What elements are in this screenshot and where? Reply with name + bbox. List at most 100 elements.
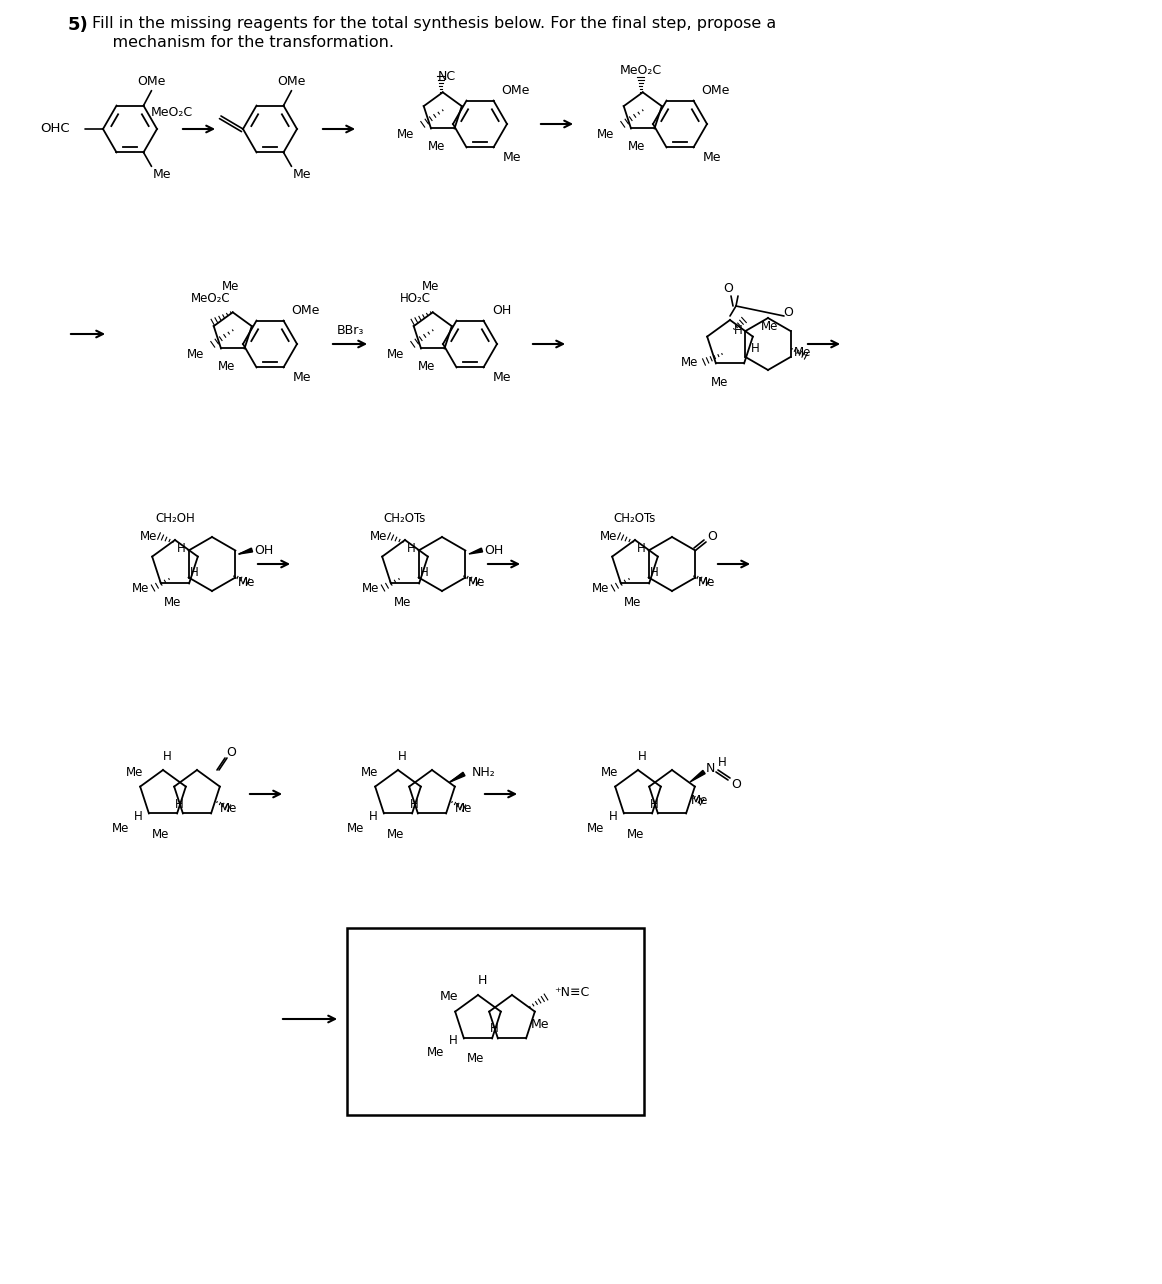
Text: O: O [723,281,733,294]
Text: Me: Me [493,371,511,384]
FancyBboxPatch shape [347,928,644,1115]
Text: Me: Me [397,128,415,141]
Text: CH₂OH: CH₂OH [155,511,195,524]
Text: O: O [783,306,792,318]
Text: OH: OH [492,304,511,317]
Text: Me: Me [426,1046,444,1059]
Text: H: H [650,797,659,810]
Text: Me: Me [238,575,256,588]
Text: Me: Me [587,822,604,835]
Text: Me: Me [422,280,439,293]
Text: Me: Me [691,794,709,806]
Text: OMe: OMe [278,76,306,89]
Text: Me: Me [218,360,236,372]
Text: H: H [718,755,726,769]
Text: O: O [731,778,741,791]
Text: HO₂C: HO₂C [400,291,431,304]
Text: Me: Me [131,582,149,594]
Text: H: H [397,750,407,763]
Text: OMe: OMe [292,304,320,317]
Text: Me: Me [597,128,615,141]
Text: CH₂OTs: CH₂OTs [383,511,426,524]
Text: Me: Me [394,596,411,609]
Text: H: H [189,565,199,579]
Text: Me: Me [502,152,521,164]
Text: Me: Me [361,582,379,594]
Text: Me: Me [346,822,364,835]
Text: OHC: OHC [41,122,70,136]
Text: Me: Me [439,990,458,1004]
Text: Me: Me [112,822,129,835]
Text: H: H [163,750,171,763]
Text: H: H [638,750,646,763]
Text: H: H [650,565,659,579]
Text: Me: Me [601,765,618,778]
Text: mechanism for the transformation.: mechanism for the transformation. [92,35,394,50]
Text: Me: Me [600,529,617,543]
Text: Me: Me [531,1018,550,1031]
Text: OH: OH [254,543,273,556]
Text: Me: Me [428,140,445,153]
Text: OMe: OMe [137,76,166,89]
Text: N: N [705,761,715,774]
Text: Me: Me [698,575,716,588]
Text: Fill in the missing reagents for the total synthesis below. For the final step, : Fill in the missing reagents for the tot… [92,15,776,31]
Text: O: O [706,530,717,543]
Text: H: H [370,809,378,823]
Text: H: H [177,542,186,555]
Text: Me: Me [681,356,698,369]
Text: H: H [751,342,760,354]
Polygon shape [450,772,465,782]
Text: Me: Me [139,529,157,543]
Text: H: H [450,1035,458,1048]
Text: H: H [733,324,743,336]
Text: MeO₂C: MeO₂C [619,64,662,77]
Text: H: H [609,809,618,823]
Text: H: H [419,565,429,579]
Text: Me: Me [624,596,641,609]
Text: Me: Me [387,827,404,841]
Text: OH: OH [485,543,503,556]
Text: H: H [135,809,143,823]
Text: Me: Me [468,575,486,588]
Text: Me: Me [125,765,143,778]
Text: Me: Me [418,360,436,372]
Text: Me: Me [456,801,473,814]
Text: Me: Me [711,375,729,389]
Polygon shape [469,548,482,553]
Text: NC: NC [438,69,456,82]
Text: Me: Me [795,345,812,358]
Text: Me: Me [221,801,238,814]
Polygon shape [239,548,252,553]
Polygon shape [690,770,705,782]
Text: H: H [174,797,184,810]
Text: H: H [410,797,418,810]
Text: NH₂: NH₂ [472,765,496,778]
Text: H: H [478,975,487,987]
Text: Me: Me [152,827,170,841]
Text: Me: Me [702,152,720,164]
Text: Me: Me [222,280,239,293]
Text: Me: Me [293,371,310,384]
Text: H: H [407,542,415,555]
Text: 5): 5) [69,15,88,33]
Text: BBr₃: BBr₃ [336,324,364,336]
Text: Me: Me [387,348,404,361]
Text: Me: Me [164,596,181,609]
Text: ⁺N≡C: ⁺N≡C [554,986,589,999]
Text: MeO₂C: MeO₂C [191,291,231,304]
Text: Me: Me [293,168,310,181]
Text: O: O [227,746,236,759]
Text: H: H [637,542,645,555]
Text: Me: Me [629,140,645,153]
Text: MeO₂C: MeO₂C [151,105,193,118]
Text: OMe: OMe [501,85,530,98]
Text: Me: Me [370,529,387,543]
Text: CH₂OTs: CH₂OTs [614,511,657,524]
Text: OMe: OMe [702,85,730,98]
Text: Me: Me [467,1053,485,1066]
Text: Me: Me [152,168,171,181]
Text: Me: Me [627,827,645,841]
Text: Me: Me [360,765,378,778]
Text: Me: Me [187,348,205,361]
